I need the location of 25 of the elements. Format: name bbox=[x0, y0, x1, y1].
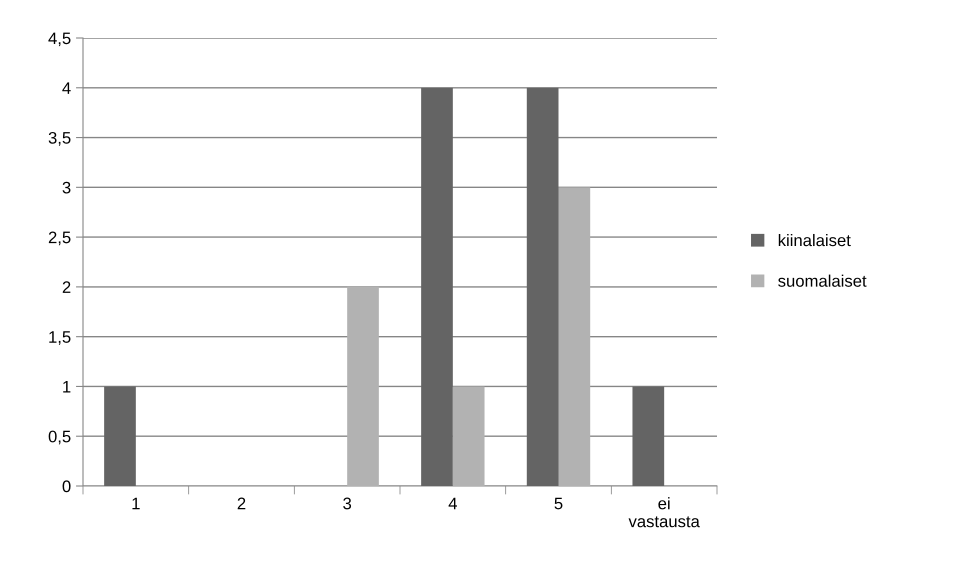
y-tick-label: 3,5 bbox=[48, 132, 70, 146]
y-tick-label: 2,5 bbox=[48, 232, 70, 246]
y-tick-label: 1,5 bbox=[49, 331, 70, 345]
legend-label: kiinalaiset bbox=[778, 234, 851, 246]
y-tick-label: 1 bbox=[63, 381, 70, 392]
y-tick-label: 0 bbox=[62, 480, 71, 492]
y-tick-label: 2 bbox=[62, 281, 70, 293]
bar bbox=[421, 88, 453, 486]
legend-label: suomalaiset bbox=[778, 274, 866, 287]
x-tick-label: 1 bbox=[132, 498, 140, 510]
bar bbox=[558, 187, 590, 486]
bar bbox=[104, 386, 136, 486]
bar bbox=[526, 88, 558, 486]
bar bbox=[347, 286, 379, 486]
x-tick-label: ei vastausta bbox=[628, 497, 700, 528]
y-tick-label: 3 bbox=[62, 182, 70, 194]
bar bbox=[452, 386, 485, 486]
bar bbox=[632, 386, 664, 486]
x-tick-label: 4 bbox=[448, 498, 457, 510]
y-tick-label: 4,5 bbox=[48, 32, 70, 46]
x-tick-label: 3 bbox=[343, 498, 352, 510]
x-tick-label: 5 bbox=[554, 498, 562, 510]
x-tick-label: 2 bbox=[238, 498, 246, 510]
y-tick-label: 0,5 bbox=[48, 430, 70, 444]
y-tick-label: 4 bbox=[62, 82, 71, 94]
